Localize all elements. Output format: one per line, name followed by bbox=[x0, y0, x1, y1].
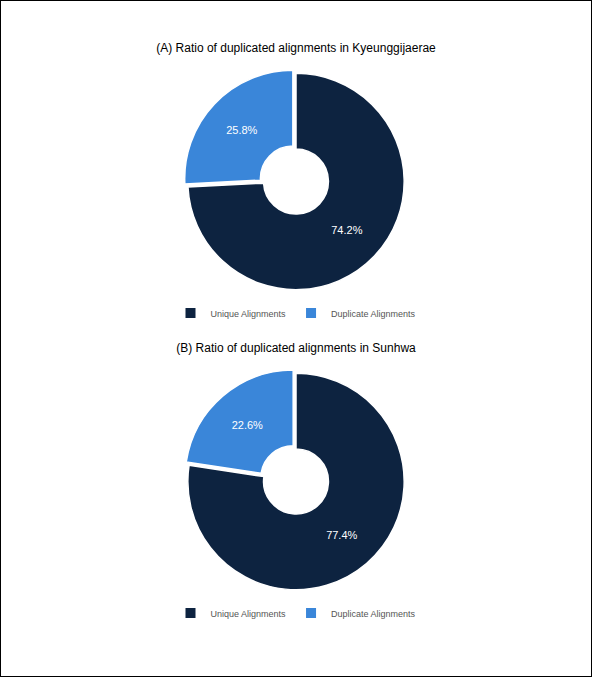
svg-text:74.2%: 74.2% bbox=[331, 224, 362, 236]
svg-text:(B) Ratio of duplicated alignm: (B) Ratio of duplicated alignments in Su… bbox=[176, 341, 416, 355]
svg-text:Unique Alignments: Unique Alignments bbox=[211, 609, 287, 619]
svg-text:Unique Alignments: Unique Alignments bbox=[211, 309, 287, 319]
svg-text:(A) Ratio of duplicated alignm: (A) Ratio of duplicated alignments in Ky… bbox=[156, 41, 436, 55]
svg-text:77.4%: 77.4% bbox=[326, 529, 357, 541]
svg-text:22.6%: 22.6% bbox=[232, 419, 263, 431]
svg-text:Duplicate Alignments: Duplicate Alignments bbox=[331, 309, 416, 319]
svg-text:25.8%: 25.8% bbox=[226, 124, 257, 136]
svg-text:Duplicate Alignments: Duplicate Alignments bbox=[331, 609, 416, 619]
